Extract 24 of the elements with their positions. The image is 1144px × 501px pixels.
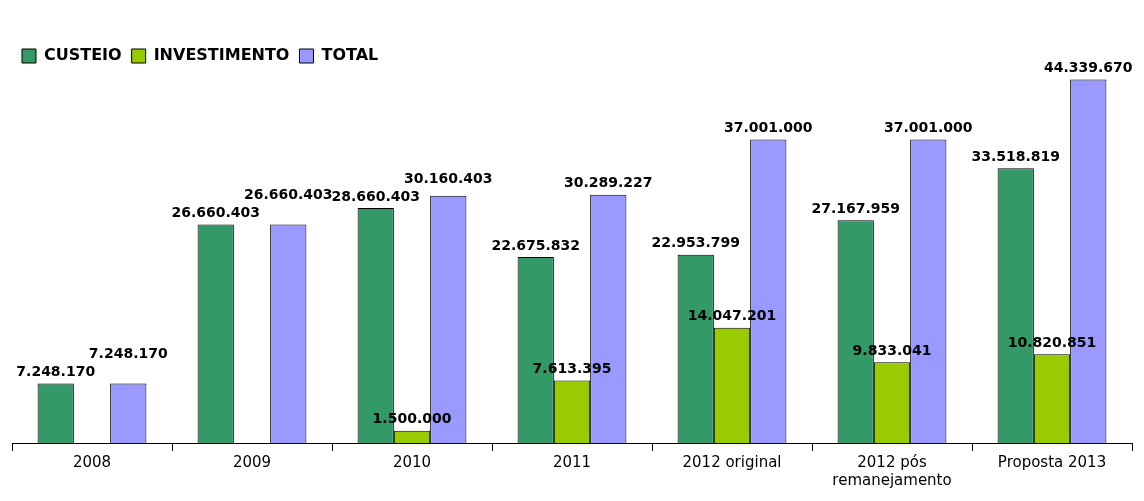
- x-tick-label: Proposta 2013: [997, 452, 1107, 471]
- x-tick-label: 2011: [552, 452, 592, 471]
- data-label: 33.518.819: [971, 147, 1061, 164]
- data-label: 28.660.403: [331, 187, 421, 204]
- data-label: 22.675.832: [491, 236, 581, 253]
- x-tick-label: 2010: [392, 452, 432, 471]
- data-label: 7.248.170: [88, 345, 168, 362]
- data-label: 37.001.000: [883, 119, 973, 136]
- legend-label: CUSTEIO: [44, 45, 122, 65]
- data-label: 37.001.000: [723, 119, 813, 136]
- data-label: 30.160.403: [403, 169, 493, 186]
- x-tick-label: 2009: [232, 452, 272, 471]
- data-label: 30.289.227: [563, 174, 653, 191]
- legend-label: INVESTIMENTO: [153, 45, 290, 65]
- legend-label: TOTAL: [321, 45, 379, 65]
- data-label: 44.339.670: [1043, 59, 1133, 76]
- data-label: 27.167.959: [811, 199, 901, 216]
- x-tick-label: 2012 original: [682, 452, 782, 471]
- x-tick-label: 2008: [72, 452, 112, 471]
- data-label: 22.953.799: [651, 234, 741, 251]
- data-label: 26.660.403: [243, 186, 333, 203]
- x-tick-label: 2012 pós remanejamento: [832, 452, 952, 489]
- data-label: 26.660.403: [171, 204, 261, 221]
- data-label: 7.248.170: [16, 363, 96, 380]
